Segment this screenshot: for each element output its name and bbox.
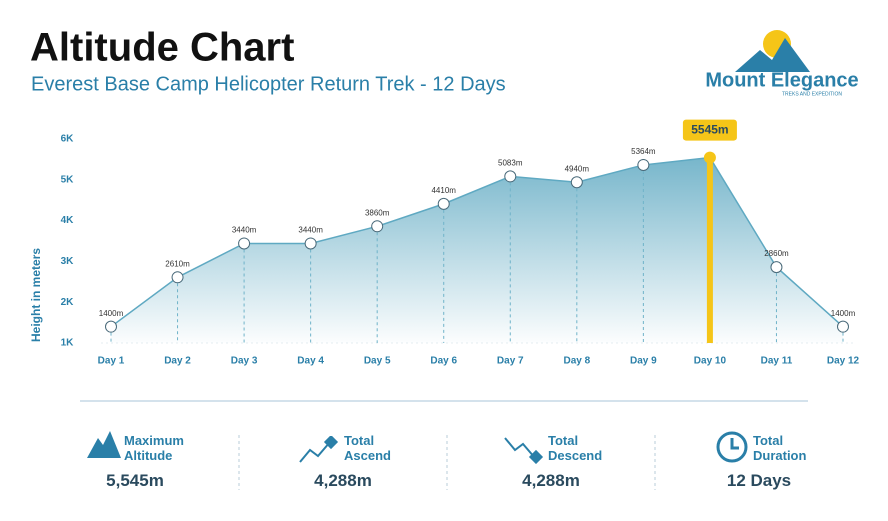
y-tick-label: 3K <box>61 256 75 267</box>
y-tick-label: 5K <box>61 174 75 185</box>
x-tick-label: Day 2 <box>164 356 191 367</box>
point <box>504 170 517 183</box>
y-tick-label: 1K <box>61 338 75 349</box>
line <box>110 156 844 328</box>
point <box>837 320 849 333</box>
stat-label: Total Ascend <box>344 433 391 463</box>
value-label: 3860m <box>365 208 390 217</box>
x-tick-label: Day 8 <box>563 356 590 367</box>
mountain-icon <box>87 431 121 458</box>
x-tick-label: Day 6 <box>430 356 457 367</box>
x-tick-label: Day 7 <box>497 356 524 367</box>
stat-value: 4,288m <box>314 471 372 490</box>
point <box>304 237 317 250</box>
value-label: 4410m <box>431 186 456 195</box>
x-tick-label: Day 3 <box>231 356 258 367</box>
title: Altitude Chart <box>30 26 294 70</box>
value-label: 4940m <box>565 164 590 173</box>
value-label: 5083m <box>498 159 523 168</box>
point <box>770 261 783 274</box>
y-tick-label: 4K <box>61 215 75 226</box>
x-tick-label: Day 11 <box>761 356 793 367</box>
value-label: 3440m <box>298 226 323 235</box>
value-label: 3440m <box>232 226 257 235</box>
point <box>570 176 583 189</box>
x-tick-label: Day 10 <box>694 356 727 367</box>
point <box>437 197 450 210</box>
x-tick-label: Day 5 <box>364 356 391 367</box>
stat-value: 5,545m <box>106 471 164 490</box>
stat-value: 4,288m <box>522 471 580 490</box>
clock-icon <box>716 431 748 463</box>
point <box>171 271 184 284</box>
y-tick-label: 6K <box>61 134 75 145</box>
x-tick-label: Day 1 <box>98 356 125 367</box>
highlight-point <box>703 151 716 164</box>
point <box>637 158 650 171</box>
highlight-label-bg <box>682 119 737 141</box>
stat-value: 12 Days <box>726 471 792 490</box>
x-tick-label: Day 9 <box>630 356 657 367</box>
logo-name: Mount Elegance <box>705 69 858 91</box>
stat-label: Total Descend <box>548 433 603 463</box>
x-tick-label: Day 4 <box>297 356 324 367</box>
stat-label: Total Duration <box>753 433 807 463</box>
area <box>111 157 843 343</box>
value-label: 1400m <box>831 309 856 318</box>
descend-icon <box>504 437 544 464</box>
point <box>105 320 117 333</box>
logo-tagline: TREKS AND EXPEDITION <box>782 91 842 97</box>
point <box>371 220 384 233</box>
x-tick-label: Day 12 <box>827 356 860 367</box>
y-axis-label: Height in meters <box>29 248 43 342</box>
value-label: 2610m <box>165 259 190 268</box>
stat-label: Maximum Altitude <box>124 433 184 463</box>
ascend-icon <box>299 436 339 463</box>
value-label: 1400m <box>99 309 124 318</box>
logo-mountain <box>735 38 810 72</box>
highlight-bar <box>706 157 713 343</box>
value-label: 5364m <box>631 147 656 156</box>
value-label: 5545m <box>691 123 728 137</box>
subtitle: Everest Base Camp Helicopter Return Trek… <box>31 73 506 95</box>
logo: Mount Elegance TREKS AND EXPEDITION <box>705 30 859 97</box>
value-label: 2860m <box>764 249 789 258</box>
point <box>238 237 251 250</box>
y-tick-label: 2K <box>61 297 75 308</box>
